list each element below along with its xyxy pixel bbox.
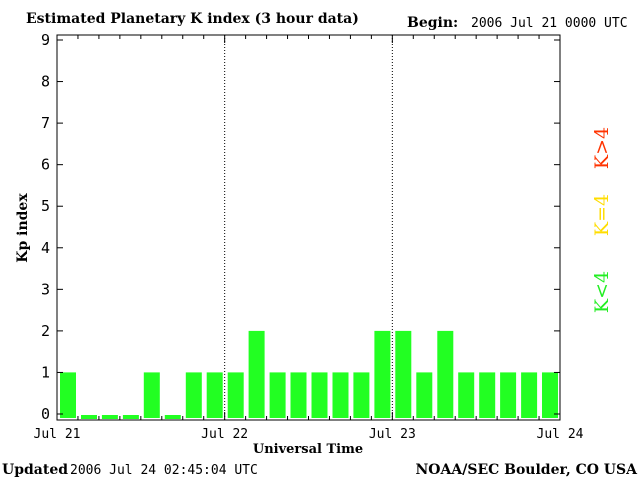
x-tick-label: Jul 24	[537, 427, 584, 442]
kp-bar	[164, 415, 181, 419]
begin-value: 2006 Jul 21 0000 UTC	[471, 16, 628, 31]
kp-bar	[248, 330, 265, 418]
begin-label: Begin:	[407, 15, 458, 31]
legend-item: K<4	[591, 271, 613, 313]
kp-bar	[101, 415, 118, 419]
kp-bar	[332, 372, 349, 418]
x-axis-label: Universal Time	[253, 442, 363, 457]
kp-bar	[311, 372, 328, 418]
y-tick-label: 9	[41, 31, 50, 49]
kp-bar	[290, 372, 307, 418]
kp-bar	[437, 330, 454, 418]
y-tick-label: 5	[41, 197, 50, 215]
kp-bar	[458, 372, 475, 418]
y-tick-label: 8	[41, 73, 50, 91]
y-ticks: 0 1 2 3 4 5 6 7 8 9	[41, 31, 560, 423]
legend-item: K=4	[591, 194, 613, 236]
x-tick-label: Jul 23	[369, 427, 416, 442]
y-tick-label: 7	[41, 114, 50, 132]
plot-frame	[56, 34, 561, 421]
y-tick-label: 6	[41, 156, 50, 174]
x-tick-label: Jul 21	[34, 427, 81, 442]
kp-bar	[81, 415, 97, 419]
y-axis-label: Kp index	[15, 193, 31, 263]
chart-title: Estimated Planetary K index (3 hour data…	[26, 11, 359, 27]
kp-bar	[479, 372, 496, 418]
kp-bar	[206, 372, 223, 418]
updated-label: Updated	[2, 462, 68, 478]
kp-bar	[542, 372, 558, 418]
kp-bar	[227, 372, 244, 418]
y-tick-label: 2	[41, 322, 50, 340]
y-tick-label: 4	[41, 239, 50, 257]
kp-bar	[521, 372, 538, 418]
kp-bar	[395, 330, 412, 418]
y-tick-label: 1	[41, 363, 50, 381]
kp-bar	[269, 372, 286, 418]
legend-item: K>4	[591, 127, 613, 169]
kp-bar	[500, 372, 517, 418]
kp-bar	[122, 415, 139, 419]
kp-bar	[374, 330, 391, 418]
source-credit: NOAA/SEC Boulder, CO USA	[416, 462, 639, 478]
day-dividers	[224, 35, 393, 420]
y-tick-label: 3	[41, 280, 50, 298]
kp-bar	[416, 372, 433, 418]
updated-value: 2006 Jul 24 02:45:04 UTC	[70, 463, 258, 478]
bar-series	[60, 330, 558, 419]
kp-bar	[143, 372, 160, 418]
kp-bar	[60, 372, 76, 418]
kp-bar	[185, 372, 202, 418]
y-tick-label: 0	[41, 405, 50, 423]
x-tick-label: Jul 22	[201, 427, 248, 442]
x-ticks: Jul 21 Jul 22 Jul 23 Jul 24	[34, 35, 584, 442]
legend: K>4 K=4 K<4	[591, 127, 613, 313]
kp-bar	[353, 372, 370, 418]
